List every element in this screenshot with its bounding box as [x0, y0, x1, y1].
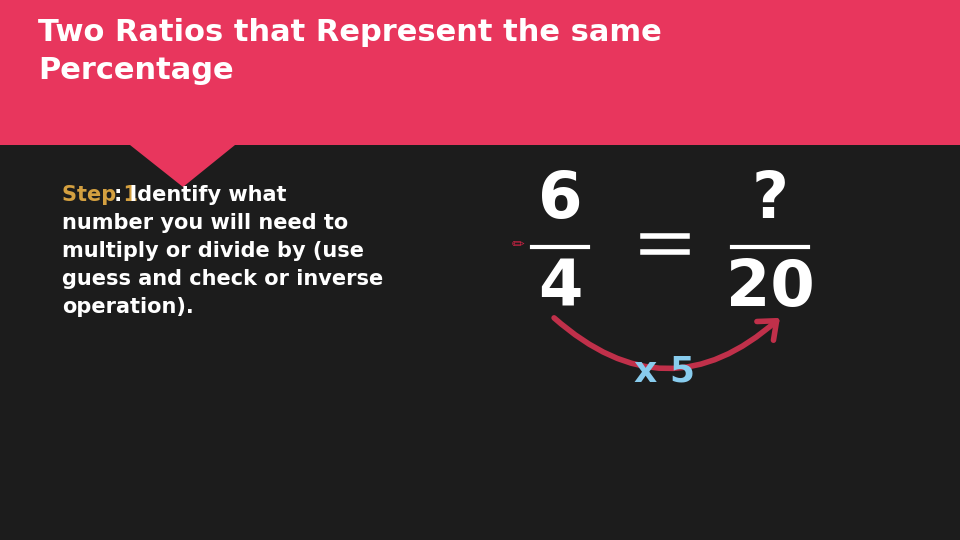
Text: operation).: operation).: [62, 297, 194, 317]
Text: ✏: ✏: [512, 238, 524, 253]
Text: Step 1: Step 1: [62, 185, 138, 205]
Text: 20: 20: [726, 257, 814, 319]
Text: 6: 6: [538, 169, 583, 231]
Text: Two Ratios that Represent the same: Two Ratios that Represent the same: [38, 18, 661, 47]
FancyBboxPatch shape: [0, 0, 960, 145]
Text: guess and check or inverse: guess and check or inverse: [62, 269, 383, 289]
Text: multiply or divide by (use: multiply or divide by (use: [62, 241, 364, 261]
Text: Percentage: Percentage: [38, 56, 233, 85]
Text: number you will need to: number you will need to: [62, 213, 348, 233]
Polygon shape: [130, 145, 235, 187]
Text: : Identify what: : Identify what: [114, 185, 286, 205]
FancyArrowPatch shape: [554, 318, 777, 368]
Text: 4: 4: [538, 257, 582, 319]
Text: ?: ?: [752, 169, 788, 231]
Text: x 5: x 5: [635, 354, 695, 388]
